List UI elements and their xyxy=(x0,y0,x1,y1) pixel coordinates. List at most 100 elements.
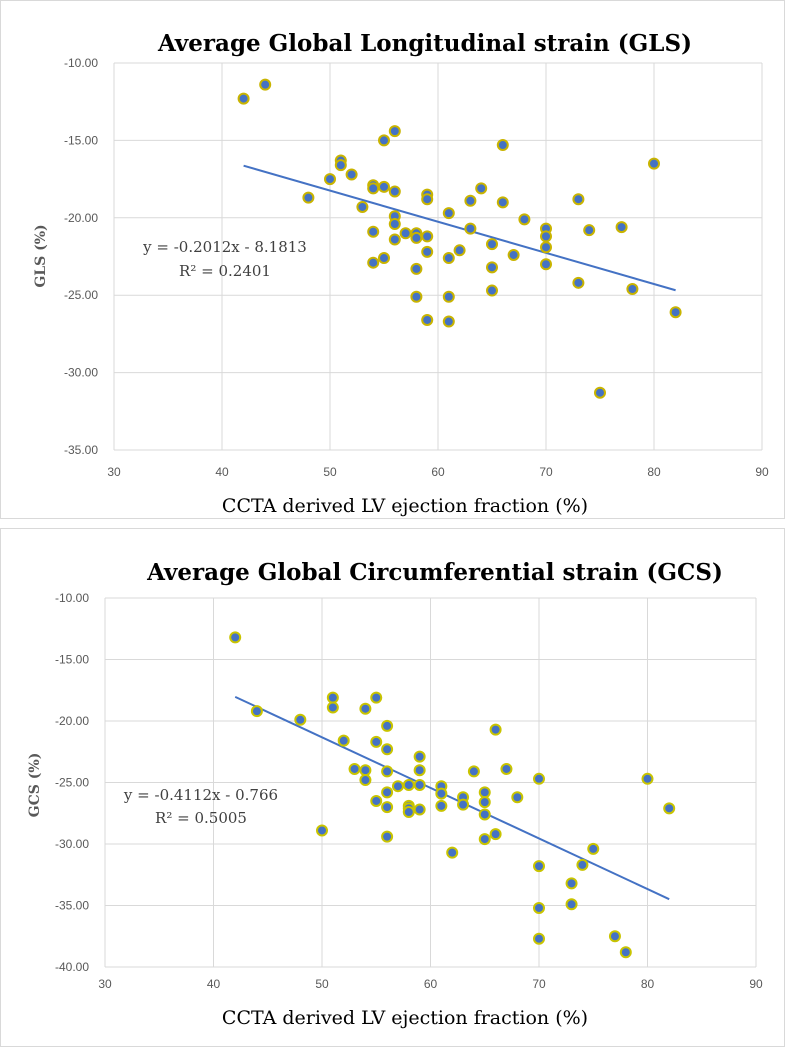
gcs-data-point xyxy=(435,799,448,812)
gls-trendline xyxy=(243,164,676,292)
gcs-data-point xyxy=(457,798,470,811)
gcs-data-point xyxy=(326,701,339,714)
gcs-data-point xyxy=(511,791,524,804)
gcs-data-point xyxy=(402,806,415,819)
gls-data-point xyxy=(464,194,477,207)
gls-data-point xyxy=(302,191,315,204)
gls-data-point xyxy=(345,168,358,181)
gls-data-point xyxy=(388,233,401,246)
gls-data-point xyxy=(367,256,380,269)
gcs-data-point xyxy=(565,898,578,911)
gls-x-tick-label: 40 xyxy=(215,465,229,479)
gls-data-point xyxy=(388,125,401,138)
gcs-data-point xyxy=(413,750,426,763)
gls-data-point xyxy=(518,213,531,226)
gcs-data-point xyxy=(478,796,491,809)
gls-data-point xyxy=(410,290,423,303)
gcs-data-point xyxy=(641,772,654,785)
gcs-data-point xyxy=(413,778,426,791)
gcs-data-point xyxy=(500,762,513,775)
gcs-data-point xyxy=(370,794,383,807)
gls-data-point xyxy=(507,248,520,261)
gls-data-point xyxy=(388,217,401,230)
gls-data-point xyxy=(464,222,477,235)
gls-y-axis-label: GLS (%) xyxy=(33,224,49,287)
gls-x-tick-label: 70 xyxy=(539,465,553,479)
gcs-data-point xyxy=(619,946,632,959)
gcs-data-point xyxy=(250,705,263,718)
gls-r2: R² = 0.2401 xyxy=(179,262,271,280)
gls-data-point xyxy=(615,221,628,234)
gls-data-point xyxy=(496,139,509,152)
gls-data-point xyxy=(410,231,423,244)
gls-x-axis-label: CCTA derived LV ejection fraction (%) xyxy=(222,495,588,517)
gls-x-tick-label: 60 xyxy=(431,465,445,479)
gls-data-point xyxy=(378,180,390,193)
gcs-y-tick-label: -10.00 xyxy=(55,591,89,605)
gcs-y-tick-label: -20.00 xyxy=(55,714,89,728)
gls-data-point xyxy=(453,244,466,257)
gls-data-point xyxy=(442,252,455,265)
gcs-data-point xyxy=(370,735,383,748)
gcs-y-tick-label: -15.00 xyxy=(55,653,89,667)
gls-data-point xyxy=(486,238,498,251)
gls-data-point xyxy=(475,182,488,195)
gls-data-point xyxy=(259,78,272,91)
gls-y-tick-label: -10.00 xyxy=(64,56,98,70)
gls-y-tick-label: -35.00 xyxy=(64,443,98,457)
gcs-data-point xyxy=(391,780,404,793)
gls-data-point xyxy=(486,261,498,274)
gls-data-point xyxy=(367,182,380,195)
gcs-data-point xyxy=(381,719,394,732)
gls-data-point xyxy=(324,173,336,186)
gls-data-point xyxy=(356,200,369,213)
gcs-data-point xyxy=(478,833,491,846)
gcs-data-point xyxy=(446,846,459,859)
gcs-trendline xyxy=(234,695,670,901)
gcs-x-tick-label: 80 xyxy=(641,977,655,991)
gcs-data-point xyxy=(478,786,491,799)
gcs-data-point xyxy=(489,828,502,841)
gls-data-point xyxy=(540,241,552,254)
gcs-data-point xyxy=(326,691,339,704)
gcs-y-tick-label: -35.00 xyxy=(55,899,89,913)
gls-data-point xyxy=(496,196,509,209)
gcs-x-tick-label: 70 xyxy=(532,977,546,991)
gls-data-point xyxy=(540,230,552,243)
gcs-x-tick-label: 40 xyxy=(207,977,221,991)
gls-x-tick-label: 90 xyxy=(755,465,769,479)
gcs-data-point xyxy=(381,830,394,843)
gls-y-tick-label: -30.00 xyxy=(64,366,98,380)
gcs-x-tick-label: 90 xyxy=(749,977,763,991)
gcs-data-point xyxy=(413,764,426,777)
gls-data-point xyxy=(594,386,606,399)
gls-data-point xyxy=(388,185,401,198)
gcs-data-point xyxy=(489,723,502,736)
gls-data-point xyxy=(648,157,660,170)
gcs-data-point xyxy=(381,765,394,778)
gls-equation: y = -0.2012x - 8.1813 xyxy=(142,238,307,256)
gcs-x-tick-label: 30 xyxy=(98,977,112,991)
gcs-data-point xyxy=(467,765,480,778)
gls-y-tick-label: -20.00 xyxy=(64,211,98,225)
gls-data-point xyxy=(442,290,455,303)
gcs-y-axis-label: GCS (%) xyxy=(27,753,43,818)
gls-data-point xyxy=(572,276,585,289)
gcs-data-point xyxy=(294,713,307,726)
gcs-x-tick-label: 60 xyxy=(424,977,438,991)
gls-x-tick-label: 80 xyxy=(647,465,661,479)
gcs-data-point xyxy=(478,808,491,821)
gcs-data-point xyxy=(316,824,328,837)
gls-chart-title: Average Global Longitudinal strain (GLS) xyxy=(157,30,692,57)
gcs-chart-panel: -10.00 -15.00 -20.00 -25.00 -30.00 -35.00 -40.… xyxy=(0,528,785,1047)
gcs-data-point xyxy=(370,691,383,704)
gls-data-point xyxy=(540,258,552,271)
gls-data-point xyxy=(421,193,434,206)
gls-data-point xyxy=(367,225,380,238)
gcs-data-point xyxy=(381,743,394,756)
gcs-y-tick-label: -30.00 xyxy=(55,837,89,851)
gls-data-point xyxy=(442,207,455,220)
gcs-data-point xyxy=(533,772,545,785)
gcs-equation: y = -0.4112x - 0.766 xyxy=(123,786,278,804)
gcs-chart-title: Average Global Circumferential strain (G… xyxy=(146,559,723,586)
